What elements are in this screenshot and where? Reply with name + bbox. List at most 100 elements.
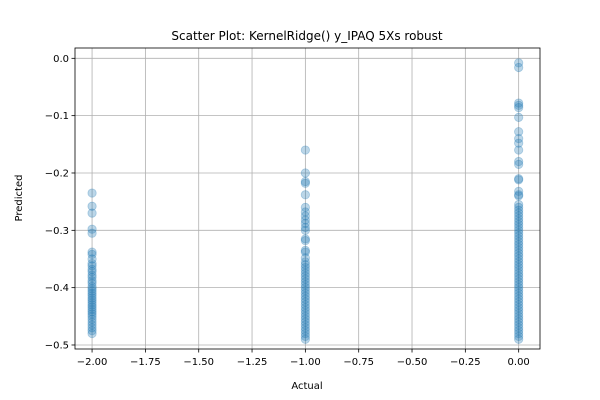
data-point — [300, 202, 310, 212]
data-point — [514, 58, 524, 68]
y-axis-label: Predicted — [14, 175, 25, 222]
data-point — [87, 320, 97, 330]
data-point — [514, 317, 524, 327]
data-point — [87, 295, 97, 305]
data-point — [514, 62, 524, 73]
data-point — [300, 297, 310, 307]
data-point — [514, 288, 524, 298]
data-point — [514, 174, 524, 184]
data-point — [514, 191, 524, 201]
x-tick-label: −1.50 — [183, 357, 214, 368]
data-point — [514, 231, 524, 241]
data-point — [87, 288, 97, 298]
data-point — [514, 308, 524, 319]
data-point — [514, 262, 524, 273]
data-point — [87, 264, 97, 274]
data-point — [87, 247, 97, 257]
data-point — [514, 138, 524, 148]
data-point — [300, 283, 310, 293]
data-point — [514, 300, 524, 310]
data-point — [514, 305, 524, 316]
data-point — [87, 302, 97, 312]
data-point — [514, 291, 524, 301]
data-point — [300, 168, 310, 178]
data-point — [514, 254, 524, 264]
data-point — [87, 326, 97, 336]
y-tick-label: −0.5 — [45, 340, 69, 351]
data-point — [514, 303, 524, 313]
data-point — [514, 320, 524, 330]
data-point — [514, 314, 524, 324]
data-point — [514, 211, 524, 221]
data-point — [300, 222, 310, 233]
data-point — [300, 253, 310, 263]
data-point — [300, 334, 310, 344]
data-point — [300, 294, 310, 304]
data-point — [300, 262, 310, 273]
x-tick-label: −0.75 — [343, 357, 374, 368]
y-tick-label: −0.4 — [45, 283, 69, 294]
data-point — [514, 265, 524, 276]
data-point — [514, 145, 524, 155]
data-point — [87, 224, 97, 234]
data-point — [87, 249, 97, 259]
data-point — [514, 127, 524, 137]
data-point — [87, 304, 97, 315]
data-point — [514, 199, 524, 210]
data-point — [87, 307, 97, 317]
data-point — [87, 228, 97, 238]
data-point — [300, 145, 310, 155]
data-point — [514, 186, 524, 196]
points-layer — [87, 58, 524, 344]
data-point — [300, 234, 310, 244]
grid-layer — [75, 48, 540, 349]
x-tick-label: −0.25 — [450, 357, 481, 368]
data-point — [87, 297, 97, 308]
data-point — [300, 211, 310, 221]
data-point — [300, 225, 310, 235]
data-point — [87, 300, 97, 310]
data-point — [300, 271, 310, 281]
data-point — [300, 280, 310, 290]
data-point — [87, 254, 97, 264]
data-point — [300, 247, 310, 257]
data-point — [514, 100, 524, 110]
data-point — [514, 225, 524, 235]
data-point — [514, 202, 524, 212]
data-point — [300, 303, 310, 313]
data-point — [300, 176, 310, 187]
data-point — [514, 326, 524, 336]
data-point — [87, 309, 97, 319]
data-point — [514, 190, 524, 200]
data-point — [300, 257, 310, 267]
data-point — [514, 112, 524, 122]
data-point — [514, 251, 524, 261]
data-point — [514, 268, 524, 278]
data-point — [87, 201, 97, 211]
ticks-layer: −2.00 −1.75 −1.50 −1.25 −1.00 −0.75 −0.50 −0.25… — [45, 54, 530, 368]
data-point — [514, 237, 524, 247]
y-tick-label: −0.3 — [45, 226, 69, 237]
y-tick-label: 0.0 — [53, 54, 69, 65]
data-point — [87, 261, 97, 271]
data-point — [300, 277, 310, 287]
x-tick-label: −0.50 — [397, 357, 428, 368]
data-point — [300, 207, 310, 217]
data-point — [87, 276, 97, 286]
data-point — [87, 311, 97, 321]
data-point — [87, 284, 97, 294]
data-point — [514, 248, 524, 258]
data-point — [514, 159, 524, 169]
data-point — [87, 317, 97, 327]
x-tick-label: −1.75 — [130, 357, 161, 368]
data-point — [514, 257, 524, 267]
data-point — [300, 218, 310, 229]
data-point — [514, 175, 524, 185]
data-point — [514, 205, 524, 215]
data-point — [514, 285, 524, 296]
y-tick-label: −0.1 — [45, 111, 69, 122]
data-point — [300, 288, 310, 298]
data-point — [300, 265, 310, 276]
data-point — [300, 245, 310, 255]
data-point — [514, 222, 524, 233]
